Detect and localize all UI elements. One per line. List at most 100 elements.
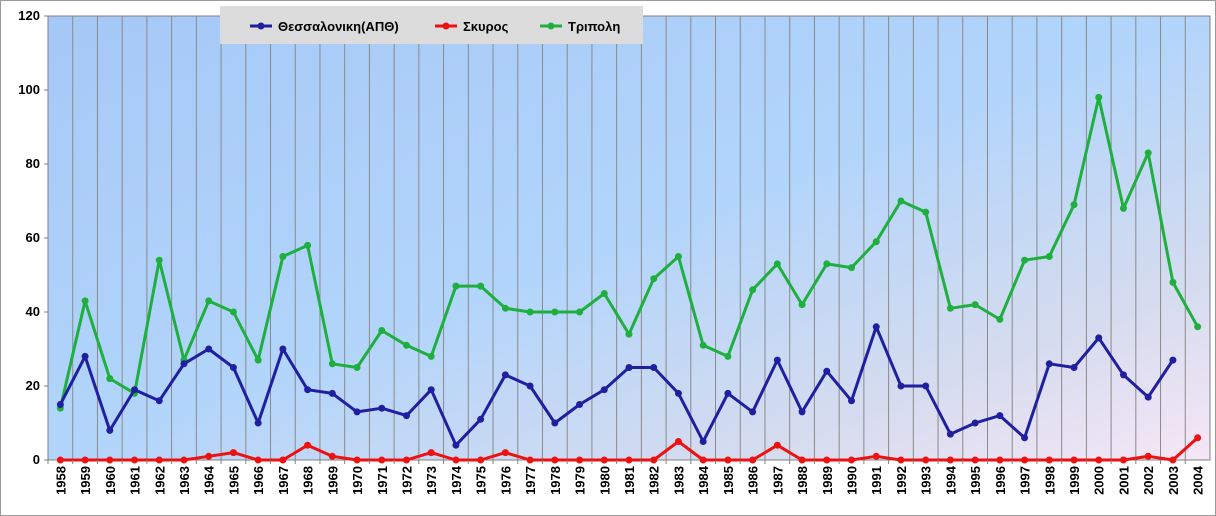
data-point	[749, 456, 757, 464]
data-point	[279, 253, 287, 260]
data-point	[106, 375, 114, 383]
data-point	[1070, 201, 1078, 209]
plot-area	[48, 16, 1210, 460]
data-point	[501, 449, 509, 457]
x-tick-label: 1980	[597, 466, 612, 495]
data-point	[1095, 334, 1103, 342]
x-tick-label: 1964	[202, 465, 217, 495]
data-point	[131, 456, 139, 464]
data-point	[155, 456, 163, 464]
x-tick-label: 1961	[128, 466, 143, 495]
data-point	[996, 315, 1004, 323]
data-point	[205, 297, 213, 305]
data-point	[872, 238, 880, 246]
data-point	[600, 290, 608, 297]
x-tick-label: 1970	[350, 466, 365, 495]
data-point	[378, 327, 386, 334]
data-point	[674, 253, 682, 260]
x-tick-label: 1983	[671, 466, 686, 495]
data-point	[749, 286, 757, 294]
data-point	[427, 386, 435, 394]
data-point	[798, 301, 806, 309]
x-tick-label: 1986	[746, 466, 761, 495]
legend-swatch-marker	[442, 22, 450, 30]
data-point	[674, 438, 682, 445]
x-tick-label: 1959	[78, 466, 93, 495]
data-point	[205, 452, 213, 460]
x-tick-label: 1962	[152, 466, 167, 495]
data-point	[798, 456, 806, 464]
x-tick-label: 1976	[498, 466, 513, 495]
x-tick-label: 1984	[696, 465, 711, 495]
data-point	[328, 389, 336, 397]
x-tick-label: 2002	[1141, 466, 1156, 495]
data-point	[1045, 253, 1053, 260]
x-tick-label: 1965	[226, 466, 241, 495]
data-point	[897, 382, 905, 390]
data-point	[996, 412, 1004, 420]
data-point	[625, 364, 633, 371]
data-point	[1169, 356, 1177, 364]
series-lines	[56, 93, 1202, 464]
data-point	[1119, 204, 1127, 212]
data-point	[477, 282, 485, 290]
x-axis-ticks: 1958 1959 1960 1961 1962 1963 1964 1965 1966 1967…	[47, 460, 1206, 495]
data-point	[452, 441, 460, 449]
data-point	[427, 449, 435, 457]
data-point	[304, 241, 312, 249]
x-tick-label: 1979	[573, 466, 588, 495]
legend-swatch-marker	[547, 22, 555, 30]
gridlines	[72, 16, 1186, 460]
x-tick-label: 1963	[177, 466, 192, 495]
x-tick-label: 1989	[820, 466, 835, 495]
data-point	[1021, 456, 1029, 464]
data-point	[971, 301, 979, 309]
data-point	[477, 456, 485, 464]
data-point	[625, 330, 633, 338]
data-point	[1045, 360, 1053, 368]
series-group	[56, 323, 1177, 449]
x-tick-label: 1993	[919, 466, 934, 495]
data-point	[402, 412, 410, 420]
legend-box	[220, 6, 643, 44]
legend: Θεσσαλονικη(ΑΠΘ) Σκυρος Τριπολη	[220, 6, 643, 44]
data-point	[1021, 256, 1029, 264]
data-point	[946, 304, 954, 312]
data-point	[1144, 149, 1152, 157]
data-point	[81, 297, 89, 305]
data-point	[254, 419, 262, 427]
x-tick-label: 1974	[449, 465, 464, 495]
data-point	[155, 397, 163, 405]
data-point	[625, 456, 633, 464]
data-point	[526, 456, 534, 464]
x-tick-label: 2003	[1166, 466, 1181, 495]
data-point	[304, 441, 312, 449]
x-tick-label: 1985	[721, 466, 736, 495]
data-point	[56, 456, 64, 464]
x-tick-label: 1996	[993, 466, 1008, 495]
data-point	[798, 408, 806, 416]
data-point	[279, 345, 287, 353]
x-tick-label: 1978	[548, 466, 563, 495]
data-point	[576, 308, 584, 316]
data-point	[551, 419, 559, 427]
x-tick-label: 1967	[276, 466, 291, 495]
data-point	[81, 352, 89, 360]
x-tick-label: 1981	[622, 466, 637, 495]
data-point	[501, 304, 509, 312]
x-tick-label: 1997	[1018, 466, 1033, 495]
data-point	[254, 356, 262, 364]
data-point	[922, 382, 930, 390]
data-point	[773, 356, 781, 364]
legend-label: Θεσσαλονικη(ΑΠΘ)	[278, 19, 399, 34]
data-point	[724, 456, 732, 464]
y-tick-label: 100	[18, 82, 40, 97]
data-point	[971, 456, 979, 464]
x-tick-label: 1991	[869, 466, 884, 495]
legend-swatch-marker	[257, 22, 265, 30]
x-tick-label: 1975	[474, 466, 489, 495]
y-tick-label: 60	[26, 230, 40, 245]
data-point	[1119, 456, 1127, 464]
data-point	[699, 341, 707, 349]
